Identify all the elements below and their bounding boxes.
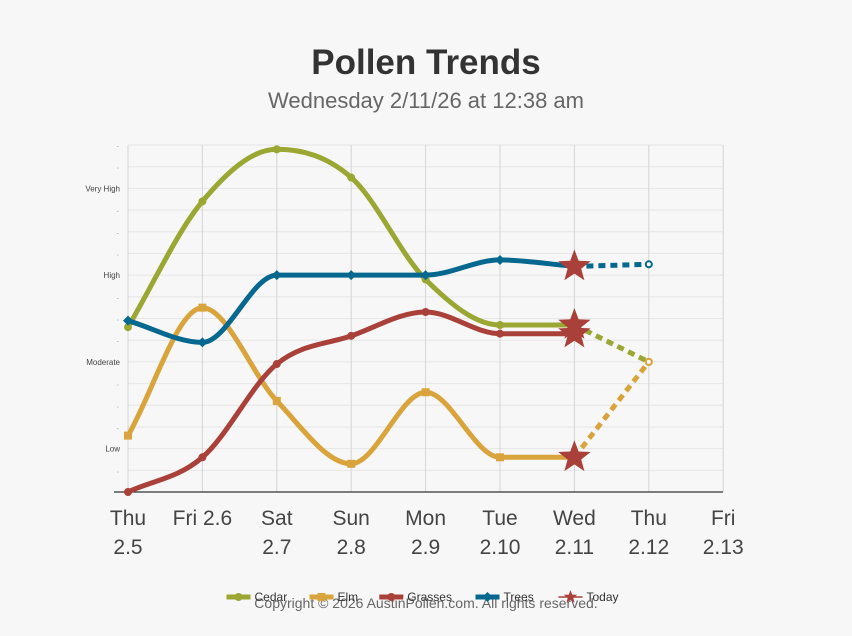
- legend-label: Grasses: [407, 590, 452, 604]
- y-minor-tick: .: [117, 292, 119, 301]
- y-axis-labels: ............ Low Moderate High Very High: [85, 140, 120, 474]
- data-point: [272, 360, 281, 369]
- today-star: [558, 440, 591, 472]
- data-point: [124, 323, 132, 332]
- data-point: [272, 396, 281, 405]
- y-minor-tick: .: [117, 335, 119, 344]
- y-tick-label: Very High: [85, 184, 120, 193]
- data-point: [347, 173, 356, 182]
- x-tick-day: Fri 2.6: [173, 507, 233, 530]
- x-axis-labels: Thu 2.5 Fri 2.6 Sat 2.7 Sun 2.8 Mon 2.9 Tue 2.10 We…: [110, 507, 744, 559]
- y-minor-tick: .: [117, 248, 119, 257]
- legend-marker: [387, 593, 396, 601]
- data-point: [420, 270, 431, 281]
- y-minor-tick: .: [117, 465, 119, 474]
- x-tick-date: 2.7: [262, 536, 291, 559]
- today-markers: [558, 249, 591, 472]
- y-minor-tick: .: [117, 205, 119, 214]
- legend-label: Elm: [338, 590, 359, 604]
- data-point: [496, 321, 504, 330]
- x-tick-day: Thu: [110, 507, 146, 530]
- data-point: [123, 315, 133, 326]
- data-point: [347, 459, 356, 468]
- x-tick-date: 2.13: [703, 536, 744, 559]
- legend-marker: [482, 592, 493, 602]
- data-point: [271, 270, 282, 281]
- data-point: [124, 431, 132, 440]
- data-point: [346, 270, 357, 281]
- x-tick-day: Fri: [711, 507, 736, 530]
- legend: Cedar Elm Grasses Trees Today: [226, 590, 619, 604]
- data-point: [496, 453, 504, 462]
- grid: [114, 144, 724, 493]
- x-tick-day: Sat: [261, 507, 293, 530]
- data-point: [198, 303, 207, 312]
- legend-label: Today: [587, 590, 619, 604]
- today-star: [558, 249, 591, 281]
- x-tick-day: Tue: [482, 507, 517, 530]
- data-point: [495, 254, 505, 265]
- x-tick-date: 2.9: [411, 536, 440, 559]
- legend-label: Trees: [504, 590, 534, 604]
- chart-title: Pollen Trends: [311, 43, 541, 82]
- x-tick-day: Thu: [631, 507, 667, 530]
- forecast-line-trees: [574, 261, 649, 269]
- data-point: [198, 453, 207, 462]
- y-minor-tick: .: [117, 422, 119, 431]
- data-point: [197, 337, 208, 348]
- data-point: [272, 145, 281, 154]
- data-point: [347, 331, 356, 340]
- y-minor-tick: .: [117, 162, 119, 171]
- x-tick-day: Sun: [333, 507, 370, 530]
- legend-item-today: Today: [558, 590, 619, 604]
- data-point: [421, 307, 430, 316]
- y-minor-tick: .: [117, 400, 119, 409]
- y-minor-tick: .: [117, 379, 119, 388]
- y-tick-label: Low: [105, 445, 120, 454]
- legend-item-grasses: Grasses: [379, 590, 452, 604]
- today-star: [558, 316, 591, 348]
- x-tick-day: Mon: [405, 507, 446, 530]
- x-tick-date: 2.10: [480, 536, 521, 559]
- data-point: [421, 388, 430, 397]
- y-minor-tick: .: [117, 314, 119, 323]
- chart-subtitle: Wednesday 2/11/26 at 12:38 am: [268, 88, 584, 113]
- y-tick-label: High: [104, 271, 120, 280]
- legend-marker: [563, 590, 578, 603]
- y-minor-tick: .: [117, 140, 119, 149]
- forecast-line-elm: [572, 360, 651, 459]
- data-point: [198, 197, 207, 206]
- forecast-marker: [644, 260, 653, 269]
- x-tick-date: 2.8: [337, 536, 366, 559]
- legend-item-cedar: Cedar: [226, 590, 288, 604]
- x-tick-date: 2.12: [628, 536, 669, 559]
- copyright-text: Copyright © 2026 AustinPollen.com. All r…: [254, 595, 597, 611]
- legend-marker: [234, 593, 243, 601]
- legend-label: Cedar: [255, 590, 288, 604]
- y-tick-label: Moderate: [86, 358, 120, 367]
- forecast-marker: [644, 357, 653, 366]
- series-markers: [123, 145, 653, 496]
- y-minor-tick: .: [117, 227, 119, 236]
- legend-item-elm: Elm: [309, 590, 359, 604]
- data-point: [124, 488, 132, 496]
- x-tick-date: 2.5: [113, 536, 142, 559]
- x-tick-day: Wed: [553, 507, 596, 530]
- x-tick-date: 2.11: [555, 536, 594, 559]
- data-point: [496, 329, 504, 338]
- legend-item-trees: Trees: [475, 590, 534, 604]
- legend-marker: [317, 593, 326, 601]
